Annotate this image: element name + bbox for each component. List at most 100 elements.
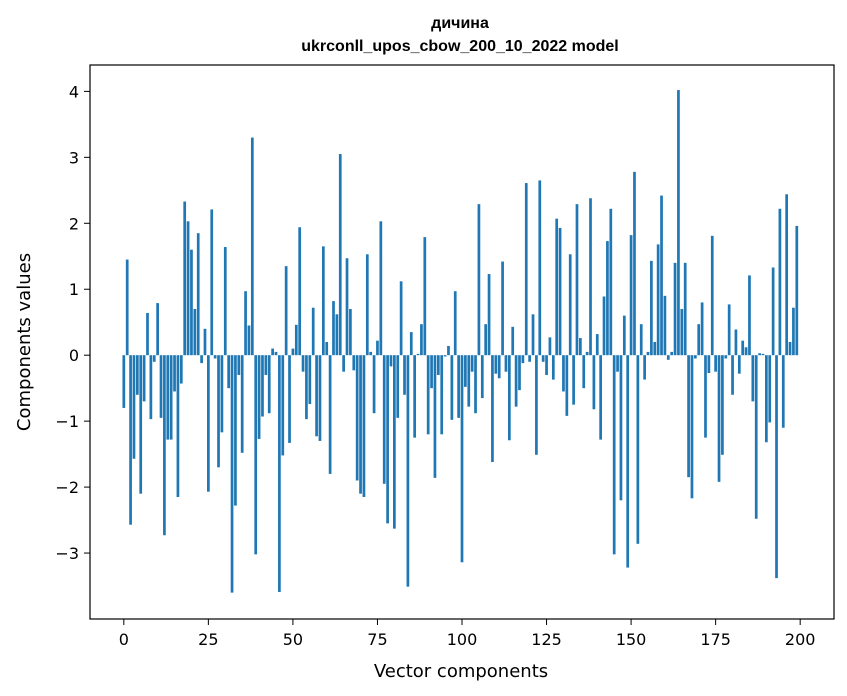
bar (267, 355, 271, 414)
bar (369, 351, 373, 356)
bar (291, 348, 295, 356)
x-tick-label: 100 (447, 630, 478, 649)
bar (271, 348, 274, 356)
bar (203, 328, 207, 356)
bar (585, 351, 589, 356)
bar (507, 355, 511, 441)
y-tick-label: 3 (69, 148, 79, 167)
x-tick-label: 200 (785, 630, 816, 649)
bar (125, 259, 129, 356)
bar (352, 355, 356, 371)
bar (413, 355, 417, 438)
bar (660, 195, 663, 356)
bar (176, 355, 180, 497)
bar (700, 302, 704, 356)
bar (494, 355, 498, 374)
bar (430, 355, 433, 389)
bar (775, 355, 778, 579)
bar (737, 355, 741, 374)
bar (149, 355, 153, 420)
bar (247, 325, 251, 356)
bar (213, 355, 217, 359)
bar (639, 324, 643, 356)
bar (135, 355, 139, 395)
y-axis: −3 −2 −1 0 1 2 3 4 (55, 82, 90, 563)
bar (656, 244, 660, 356)
bar (643, 355, 646, 380)
bar (579, 338, 582, 356)
bar (190, 249, 193, 356)
bar (230, 355, 234, 593)
bar (717, 355, 721, 482)
y-tick-label: −1 (55, 412, 79, 431)
bar (724, 355, 728, 359)
y-tick-label: −3 (55, 544, 79, 563)
bar (599, 355, 603, 440)
bar (332, 301, 335, 356)
bar (470, 355, 474, 372)
bar (318, 355, 322, 441)
y-axis-label: Components values (14, 253, 35, 431)
bar (321, 246, 325, 356)
bar (511, 326, 515, 356)
bar (264, 355, 268, 375)
bar (433, 355, 437, 478)
bar (650, 260, 653, 356)
bar (721, 355, 724, 455)
bar (152, 355, 156, 362)
bar (629, 235, 633, 356)
bar (582, 355, 586, 389)
y-tick-label: 2 (69, 214, 79, 233)
bar (453, 291, 457, 356)
bar (183, 201, 187, 356)
bar (355, 355, 359, 481)
bar (707, 355, 711, 373)
bar (278, 355, 281, 592)
bar (531, 314, 535, 356)
bar (139, 355, 143, 494)
bar (436, 355, 440, 375)
bar (683, 262, 687, 356)
bar (602, 296, 606, 356)
bar (261, 355, 264, 417)
bar (443, 355, 447, 357)
bar (646, 351, 650, 356)
bar (754, 355, 758, 519)
bar (751, 355, 755, 402)
bar (396, 355, 400, 418)
bar (487, 274, 491, 356)
bar (227, 355, 231, 389)
bar (741, 340, 745, 356)
bar (768, 355, 772, 423)
bar (250, 137, 254, 356)
bar (619, 355, 623, 501)
bar (653, 342, 657, 356)
bar (159, 355, 163, 418)
bar (680, 309, 684, 356)
y-tick-label: −2 (55, 478, 79, 497)
bar (744, 347, 748, 356)
bar (497, 355, 501, 379)
bar (207, 355, 210, 492)
x-axis: 0 25 50 75 100 125 150 175 200 (119, 619, 816, 649)
bar (524, 183, 528, 356)
bar (663, 295, 667, 356)
bar (778, 208, 782, 356)
x-tick-label: 75 (367, 630, 387, 649)
bar (673, 262, 677, 356)
x-tick-label: 125 (531, 630, 562, 649)
bar (450, 355, 454, 420)
bar (335, 314, 339, 356)
bar (179, 355, 183, 384)
bar (399, 281, 403, 356)
bar (734, 329, 738, 356)
bar (274, 351, 278, 356)
y-tick-label: 1 (69, 280, 79, 299)
bar (606, 241, 609, 356)
bar (589, 198, 592, 356)
bar (196, 233, 200, 356)
bar (622, 315, 626, 356)
x-tick-label: 25 (198, 630, 218, 649)
bar (616, 355, 619, 372)
bar (714, 355, 717, 372)
